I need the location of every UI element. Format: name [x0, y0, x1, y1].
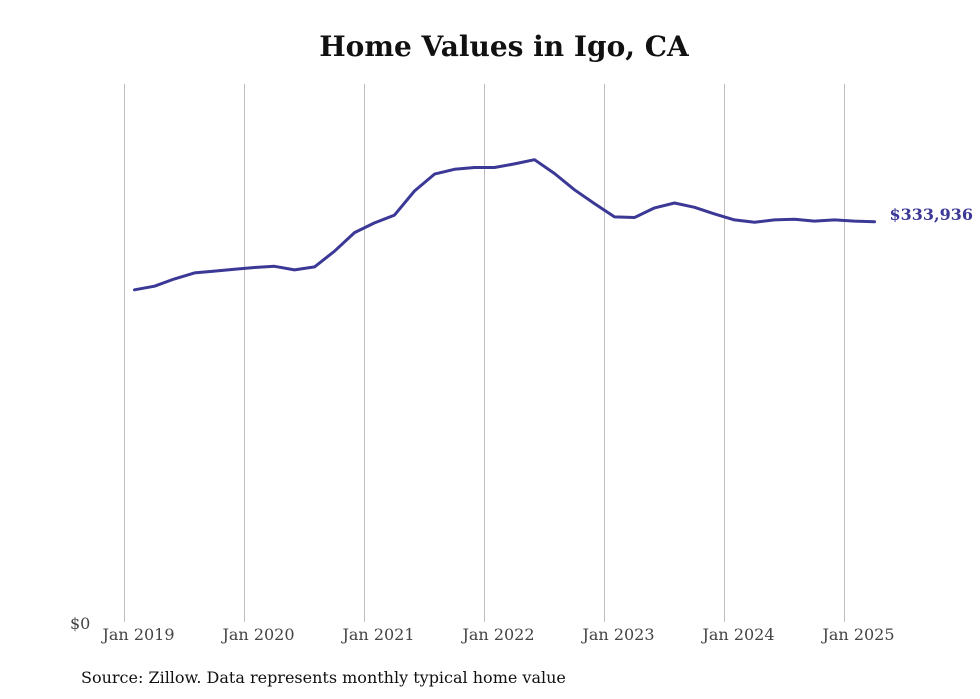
source-note: Source: Zillow. Data represents monthly …	[81, 668, 566, 687]
x-tick-label-2021: Jan 2021	[340, 625, 414, 644]
x-tick-label-2022: Jan 2022	[460, 625, 534, 644]
y-tick-label-zero: $0	[70, 614, 90, 633]
end-value-label: $333,936	[890, 205, 974, 224]
y-axis-ticks: $0	[70, 614, 90, 633]
x-tick-label-2023: Jan 2023	[580, 625, 654, 644]
gridlines	[124, 84, 845, 622]
line-chart: Jan 2019 Jan 2020 Jan 2021 Jan 2022 Jan 2023…	[70, 84, 974, 644]
x-axis-ticks: Jan 2019 Jan 2020 Jan 2021 Jan 2022 Jan 2023…	[100, 625, 894, 644]
chart-title: Home Values in Igo, CA	[319, 30, 689, 63]
x-tick-label-2020: Jan 2020	[220, 625, 294, 644]
series-layer: $333,936	[133, 158, 974, 292]
x-tick-label-2025: Jan 2025	[820, 625, 894, 644]
series-line-0	[133, 158, 876, 292]
x-tick-label-2024: Jan 2024	[700, 625, 774, 644]
x-tick-label-2019: Jan 2019	[100, 625, 174, 644]
